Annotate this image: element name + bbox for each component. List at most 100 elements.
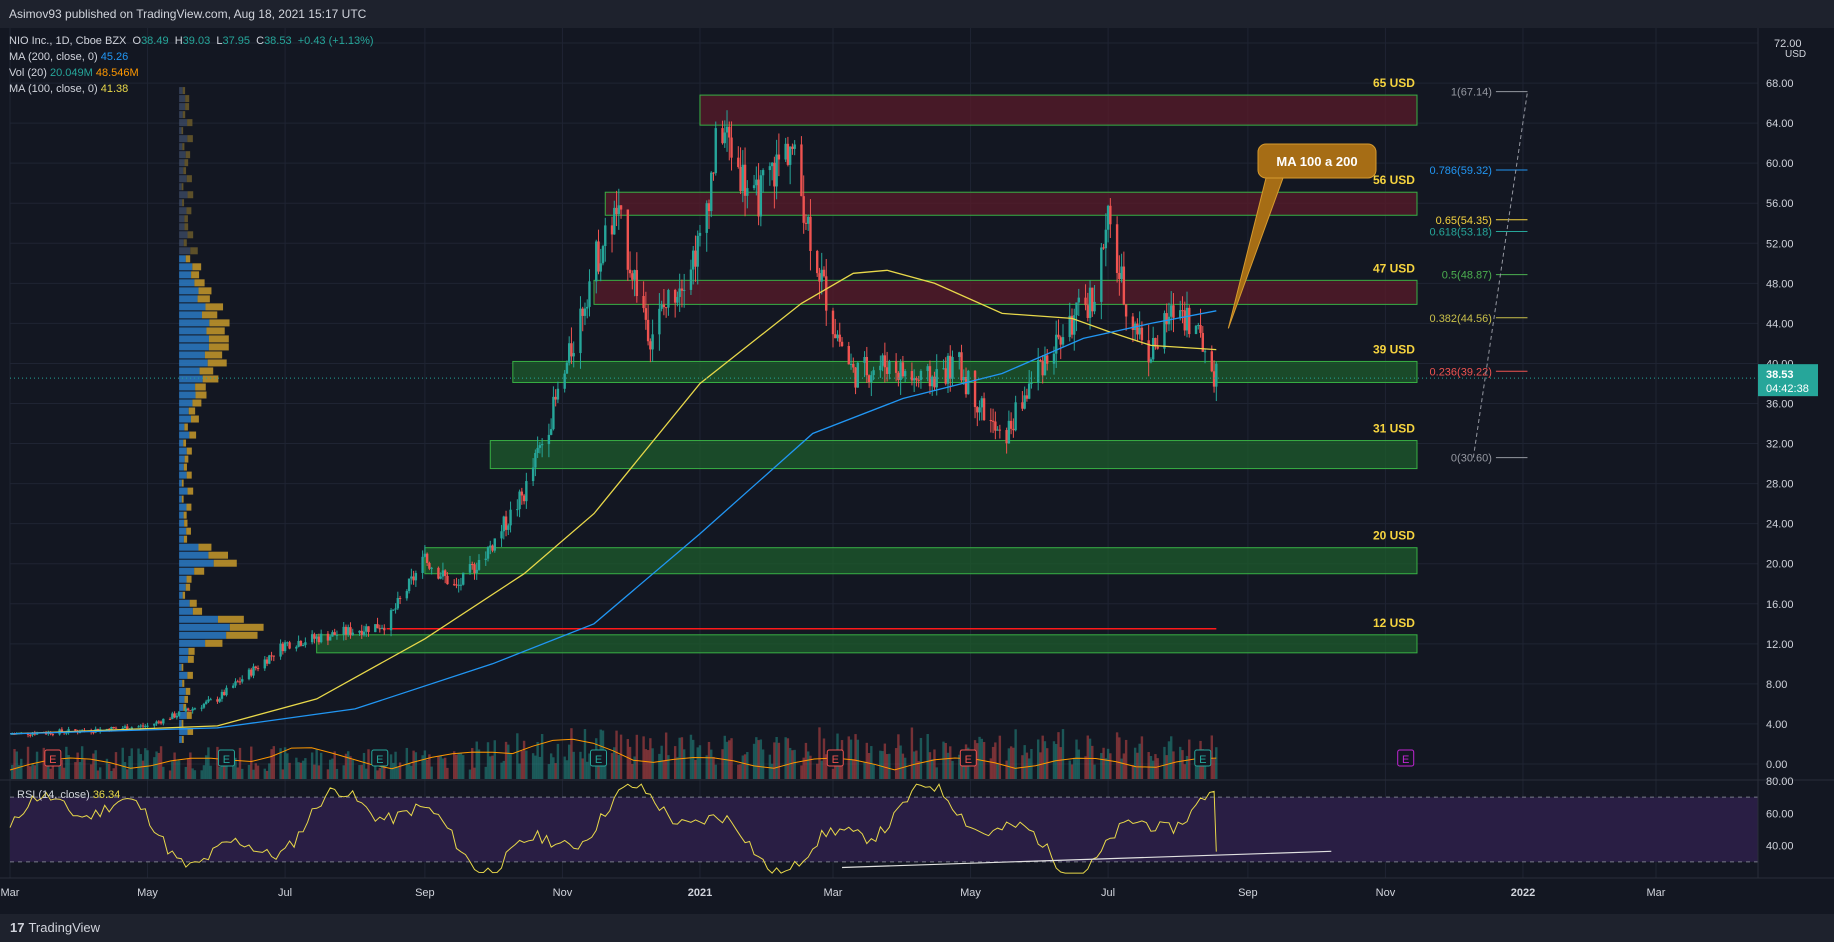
volume-bar [92,753,95,779]
volume-profile-bar [179,119,188,127]
volume-bar [976,743,979,779]
candle-body [752,185,756,189]
candle-body [901,362,905,377]
volume-bar [392,762,395,779]
time-tick-label: May [960,887,981,899]
price-tag-countdown: 04:42:38 [1766,383,1809,395]
volume-bar [295,757,298,779]
volume-profile-bar [182,591,186,599]
candle-body [168,718,172,720]
volume-bar [915,750,918,779]
candle-body [926,366,929,371]
volume-bar [94,750,97,779]
candle-body [885,367,889,374]
candle-body [186,708,190,711]
ma100-legend[interactable]: MA (100, close, 0) 41.38 [9,83,129,95]
candle-body [383,627,386,631]
candle-body [1203,351,1207,353]
candle-body [739,166,742,192]
volume-bar [903,757,907,779]
candle-body [1170,305,1173,317]
volume-bar [885,754,889,779]
candle-body [944,368,947,384]
volume-bar [588,753,591,779]
volume-bar [547,764,551,779]
volume-profile-bar [179,383,196,391]
time-tick-label: Mar [1647,887,1666,899]
volume-legend[interactable]: Vol (20) 20.049M 48.546M [9,67,139,79]
volume-bar [712,756,715,779]
volume-profile-bar [187,119,193,127]
volume-bar [714,764,717,779]
volume-bar [707,741,711,779]
fib-level-label: 0.786(59.32) [1430,165,1492,177]
candle-body [951,356,954,379]
candle-body [942,368,945,370]
candle-body [619,205,623,210]
candle-body [597,241,600,272]
volume-profile-bar [205,639,223,647]
volume-profile-bar [179,551,209,559]
candle-body [342,626,345,635]
volume-bar [739,764,742,779]
candle-body [270,655,273,657]
volume-profile-bar [179,207,187,215]
volume-bar [741,755,745,779]
candle-body [33,733,37,735]
symbol-label[interactable]: NIO Inc., 1D, Cboe BZX [9,35,127,47]
candle-body [705,203,708,233]
fib-level-label: 0(30.60) [1451,453,1492,465]
fib-level-label: 0.5(48.87) [1442,270,1492,282]
candle-body [757,179,760,217]
volume-bar [155,751,158,779]
candle-body [786,143,790,165]
candle-body [879,365,882,371]
candle-body [389,610,393,631]
candle-body [628,269,632,274]
candle-body [1005,430,1008,444]
price-tick-label: 12.00 [1766,639,1794,651]
volume-bar [252,769,255,779]
volume-profile-bar [184,215,188,223]
candle-body [1012,428,1015,431]
volume-bar [651,748,654,779]
candle-body [376,624,379,629]
candle-body [477,559,481,570]
candle-body [894,361,898,373]
candle-body [899,362,902,381]
rsi-legend[interactable]: RSI (14, close) 36.34 [17,789,121,801]
candle-body [509,509,512,526]
candle-body [820,269,823,282]
volume-bar [112,768,115,779]
candle-body [202,703,206,708]
volume-profile-bar [179,151,186,159]
volume-profile-bar [179,407,189,415]
volume-bar [26,746,30,779]
volume-bar [358,765,361,779]
volume-bar [263,768,266,779]
volume-profile-bar [179,447,187,455]
volume-bar [15,751,18,779]
ma200-legend[interactable]: MA (200, close, 0) 45.26 [9,51,129,63]
volume-bar [820,760,823,779]
candle-body [177,711,181,716]
candle-body [1093,301,1096,312]
tradingview-logo[interactable]: 17 TradingView [10,914,100,942]
volume-bar [554,763,557,779]
volume-profile-bar [184,159,189,167]
candle-body [493,538,496,551]
candle-body [682,289,686,291]
candle-body [554,396,557,400]
candle-body [998,429,1002,431]
volume-bar [315,749,318,779]
earnings-marker-icon [590,749,608,767]
volume-bar [723,735,726,779]
volume-bar [894,748,898,779]
candle-body [642,296,645,309]
candle-body [838,334,841,342]
volume-bar [1070,764,1074,779]
volume-bar [1012,747,1015,779]
volume-bar [328,759,332,779]
candle-body [360,630,363,636]
